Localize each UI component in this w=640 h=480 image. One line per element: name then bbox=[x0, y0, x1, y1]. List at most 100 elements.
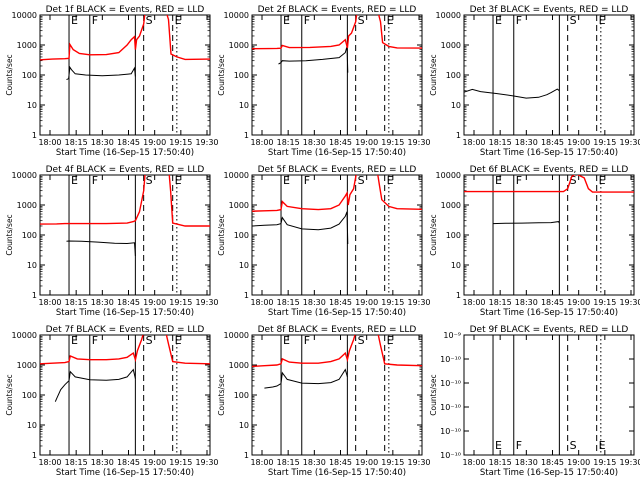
panel-det-5: Det 5f BLACK = Events, RED = LLD 1 10 100 10… bbox=[217, 165, 431, 318]
y-tick-label: 10⁻¹⁰ bbox=[440, 355, 461, 364]
plot-frame bbox=[463, 334, 635, 456]
x-tick-label: 19:15 bbox=[381, 458, 404, 467]
y-tick-label: 10000 bbox=[12, 331, 37, 340]
y-tick-label: 1 bbox=[244, 131, 249, 140]
y-tick-label: 10 bbox=[239, 101, 249, 110]
marker-label: S bbox=[570, 14, 577, 27]
series-line-lld bbox=[40, 15, 210, 61]
panel-title: Det 4f BLACK = Events, RED = LLD bbox=[46, 165, 205, 175]
marker-label: E bbox=[283, 14, 290, 27]
x-tick-label: 18:00 bbox=[38, 138, 61, 147]
marker-label: E bbox=[387, 334, 394, 347]
marker-label: E bbox=[495, 14, 502, 27]
y-tick-label: 1000 bbox=[441, 201, 461, 210]
plot-frame bbox=[39, 14, 211, 136]
y-tick-label: 100 bbox=[446, 71, 461, 80]
series-group bbox=[40, 175, 210, 257]
x-axis-label: Start Time (16-Sep-15 17:50:40) bbox=[268, 468, 406, 478]
y-tick-label: 1 bbox=[456, 291, 461, 300]
y-tick-label: 1000 bbox=[17, 361, 37, 370]
series-group bbox=[252, 335, 422, 389]
x-tick-label: 19:15 bbox=[593, 298, 616, 307]
y-tick-label: 1000 bbox=[17, 41, 37, 50]
x-tick-label: 19:00 bbox=[355, 458, 378, 467]
series-line-events bbox=[252, 211, 349, 245]
y-axis-label: Counts/sec bbox=[217, 214, 226, 255]
panel-det-1: Det 1f BLACK = Events, RED = LLD 1 10 100 10… bbox=[5, 5, 219, 158]
x-axis-label: Start Time (16-Sep-15 17:50:40) bbox=[480, 468, 618, 478]
y-axis-label: Counts/sec bbox=[429, 54, 438, 95]
marker-label: S bbox=[146, 174, 153, 187]
x-tick-label: 18:30 bbox=[91, 138, 114, 147]
series-line-lld bbox=[464, 175, 634, 193]
x-tick-label: 19:30 bbox=[407, 298, 430, 307]
panel-det-4: Det 4f BLACK = Events, RED = LLD 1 10 100 10… bbox=[5, 165, 219, 318]
y-tick-label: 100 bbox=[22, 231, 37, 240]
y-tick-label: 1 bbox=[244, 451, 249, 460]
y-axis-label: Counts/sec bbox=[5, 214, 14, 255]
x-tick-label: 18:00 bbox=[462, 458, 485, 467]
marker-label: E bbox=[387, 14, 394, 27]
marker-label: S bbox=[570, 174, 577, 187]
series-group bbox=[40, 15, 210, 81]
x-tick-label: 19:00 bbox=[143, 138, 166, 147]
x-axis-label: Start Time (16-Sep-15 17:50:40) bbox=[268, 308, 406, 318]
plot-frame bbox=[39, 174, 211, 296]
y-tick-label: 10 bbox=[451, 261, 461, 270]
x-tick-label: 18:30 bbox=[91, 298, 114, 307]
marker-label: F bbox=[516, 174, 522, 187]
x-tick-label: 19:00 bbox=[355, 138, 378, 147]
series-line-events bbox=[492, 221, 560, 225]
panel-title: Det 9f BLACK = Events, RED = LLD bbox=[470, 325, 629, 335]
marker-label: E bbox=[283, 334, 290, 347]
marker-label: E bbox=[175, 334, 182, 347]
x-tick-label: 18:15 bbox=[65, 298, 88, 307]
y-tick-label: 10 bbox=[27, 101, 37, 110]
series-group bbox=[40, 335, 210, 402]
x-tick-label: 19:00 bbox=[567, 138, 590, 147]
x-tick-label: 19:15 bbox=[593, 138, 616, 147]
marker-label: E bbox=[599, 14, 606, 27]
x-tick-label: 18:45 bbox=[117, 138, 140, 147]
series-line-events bbox=[464, 88, 560, 99]
marker-label: S bbox=[146, 334, 153, 347]
marker-label: F bbox=[304, 174, 310, 187]
marker-label: F bbox=[92, 334, 98, 347]
x-tick-label: 18:45 bbox=[329, 298, 352, 307]
y-tick-label: 10⁻¹⁰ bbox=[440, 403, 461, 412]
marker-label: F bbox=[92, 14, 98, 27]
panel-det-8: Det 8f BLACK = Events, RED = LLD 1 10 100 10… bbox=[217, 325, 431, 478]
marker-label: F bbox=[304, 14, 310, 27]
panel-det-2: Det 2f BLACK = Events, RED = LLD 1 10 100 10… bbox=[217, 5, 431, 158]
x-tick-label: 18:15 bbox=[489, 458, 512, 467]
marker-label: F bbox=[92, 174, 98, 187]
x-tick-label: 18:15 bbox=[277, 458, 300, 467]
y-tick-label: 10⁻⁹ bbox=[443, 331, 461, 340]
y-tick-label: 10000 bbox=[436, 11, 461, 20]
series-line-events bbox=[54, 368, 136, 402]
y-tick-label: 1 bbox=[32, 131, 37, 140]
x-axis-label: Start Time (16-Sep-15 17:50:40) bbox=[480, 308, 618, 318]
y-tick-label: 10⁻¹⁰ bbox=[440, 451, 461, 460]
y-tick-label: 1000 bbox=[229, 361, 249, 370]
x-tick-label: 18:45 bbox=[117, 458, 140, 467]
marker-label: S bbox=[146, 14, 153, 27]
x-axis-label: Start Time (16-Sep-15 17:50:40) bbox=[56, 468, 194, 478]
x-tick-label: 18:30 bbox=[515, 298, 538, 307]
series-group bbox=[252, 15, 422, 73]
series-line-events bbox=[264, 368, 348, 389]
x-tick-label: 18:15 bbox=[489, 298, 512, 307]
y-tick-label: 10000 bbox=[224, 11, 249, 20]
y-tick-label: 10⁻¹⁰ bbox=[440, 427, 461, 436]
marker-label: E bbox=[71, 334, 78, 347]
plot-frame bbox=[251, 14, 423, 136]
plot-frame bbox=[251, 174, 423, 296]
x-tick-label: 18:45 bbox=[117, 298, 140, 307]
x-tick-label: 18:00 bbox=[462, 298, 485, 307]
x-axis-label: Start Time (16-Sep-15 17:50:40) bbox=[268, 148, 406, 158]
panel-det-7: Det 7f BLACK = Events, RED = LLD 1 10 100 10… bbox=[5, 325, 219, 478]
y-tick-label: 10⁻¹⁰ bbox=[440, 379, 461, 388]
y-tick-label: 100 bbox=[22, 71, 37, 80]
plot-frame bbox=[39, 334, 211, 456]
